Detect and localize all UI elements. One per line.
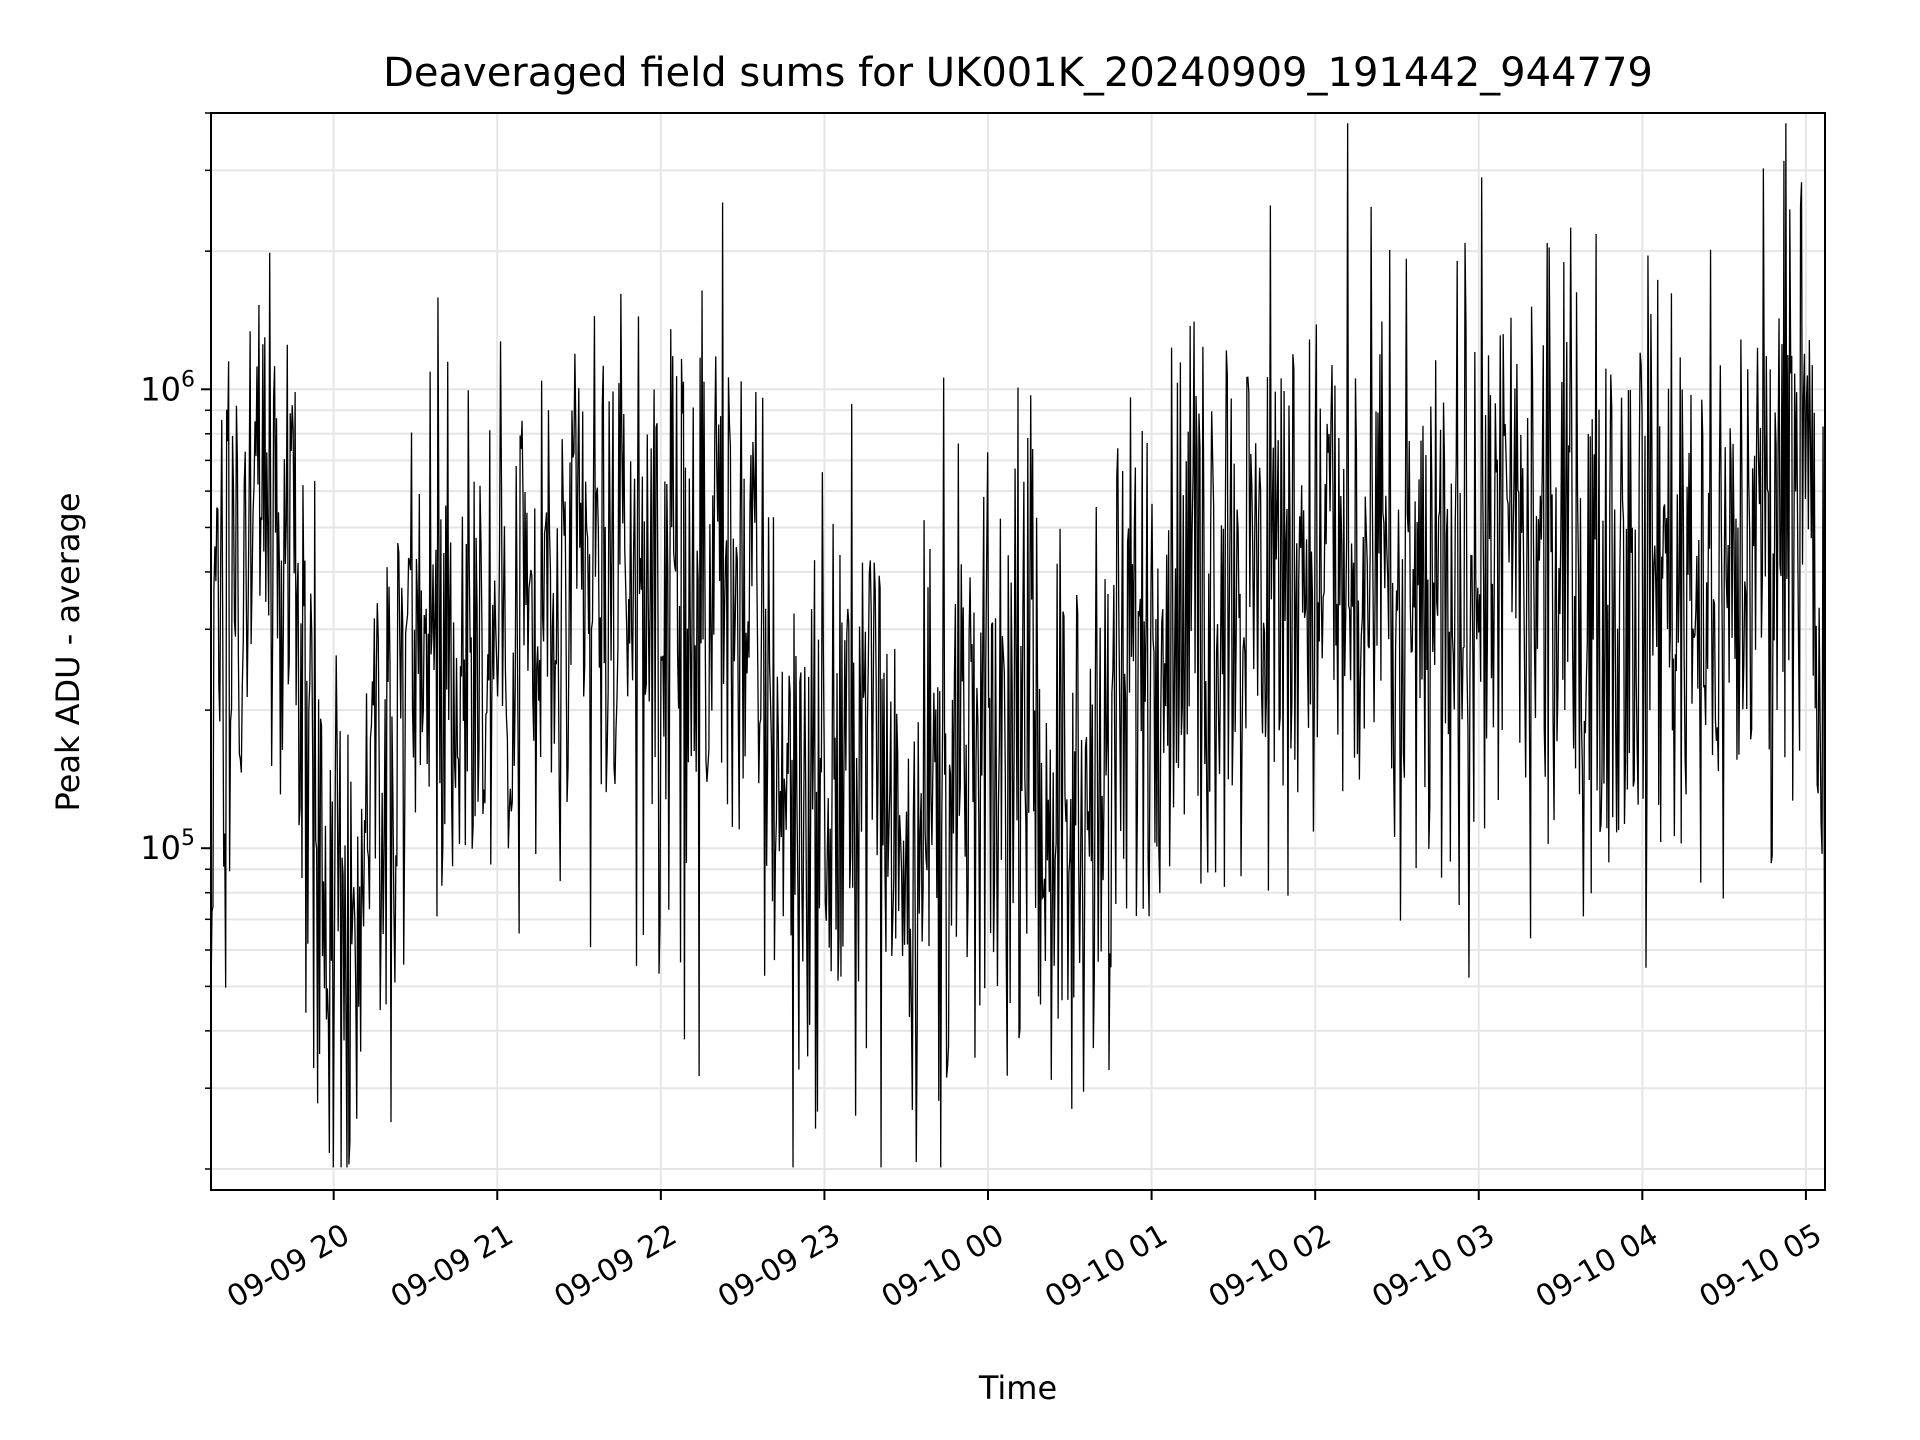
series-line [210, 123, 1826, 1168]
plot-frame [210, 112, 1826, 1191]
y-tick-label: 105 [140, 826, 195, 867]
x-axis-label: Time [978, 1369, 1057, 1407]
series-group [210, 123, 1826, 1168]
chart-title: Deaveraged field sums for UK001K_2024090… [383, 50, 1653, 96]
y-axis-label: Peak ADU - average [49, 493, 87, 812]
y-tick-label: 106 [140, 367, 195, 408]
